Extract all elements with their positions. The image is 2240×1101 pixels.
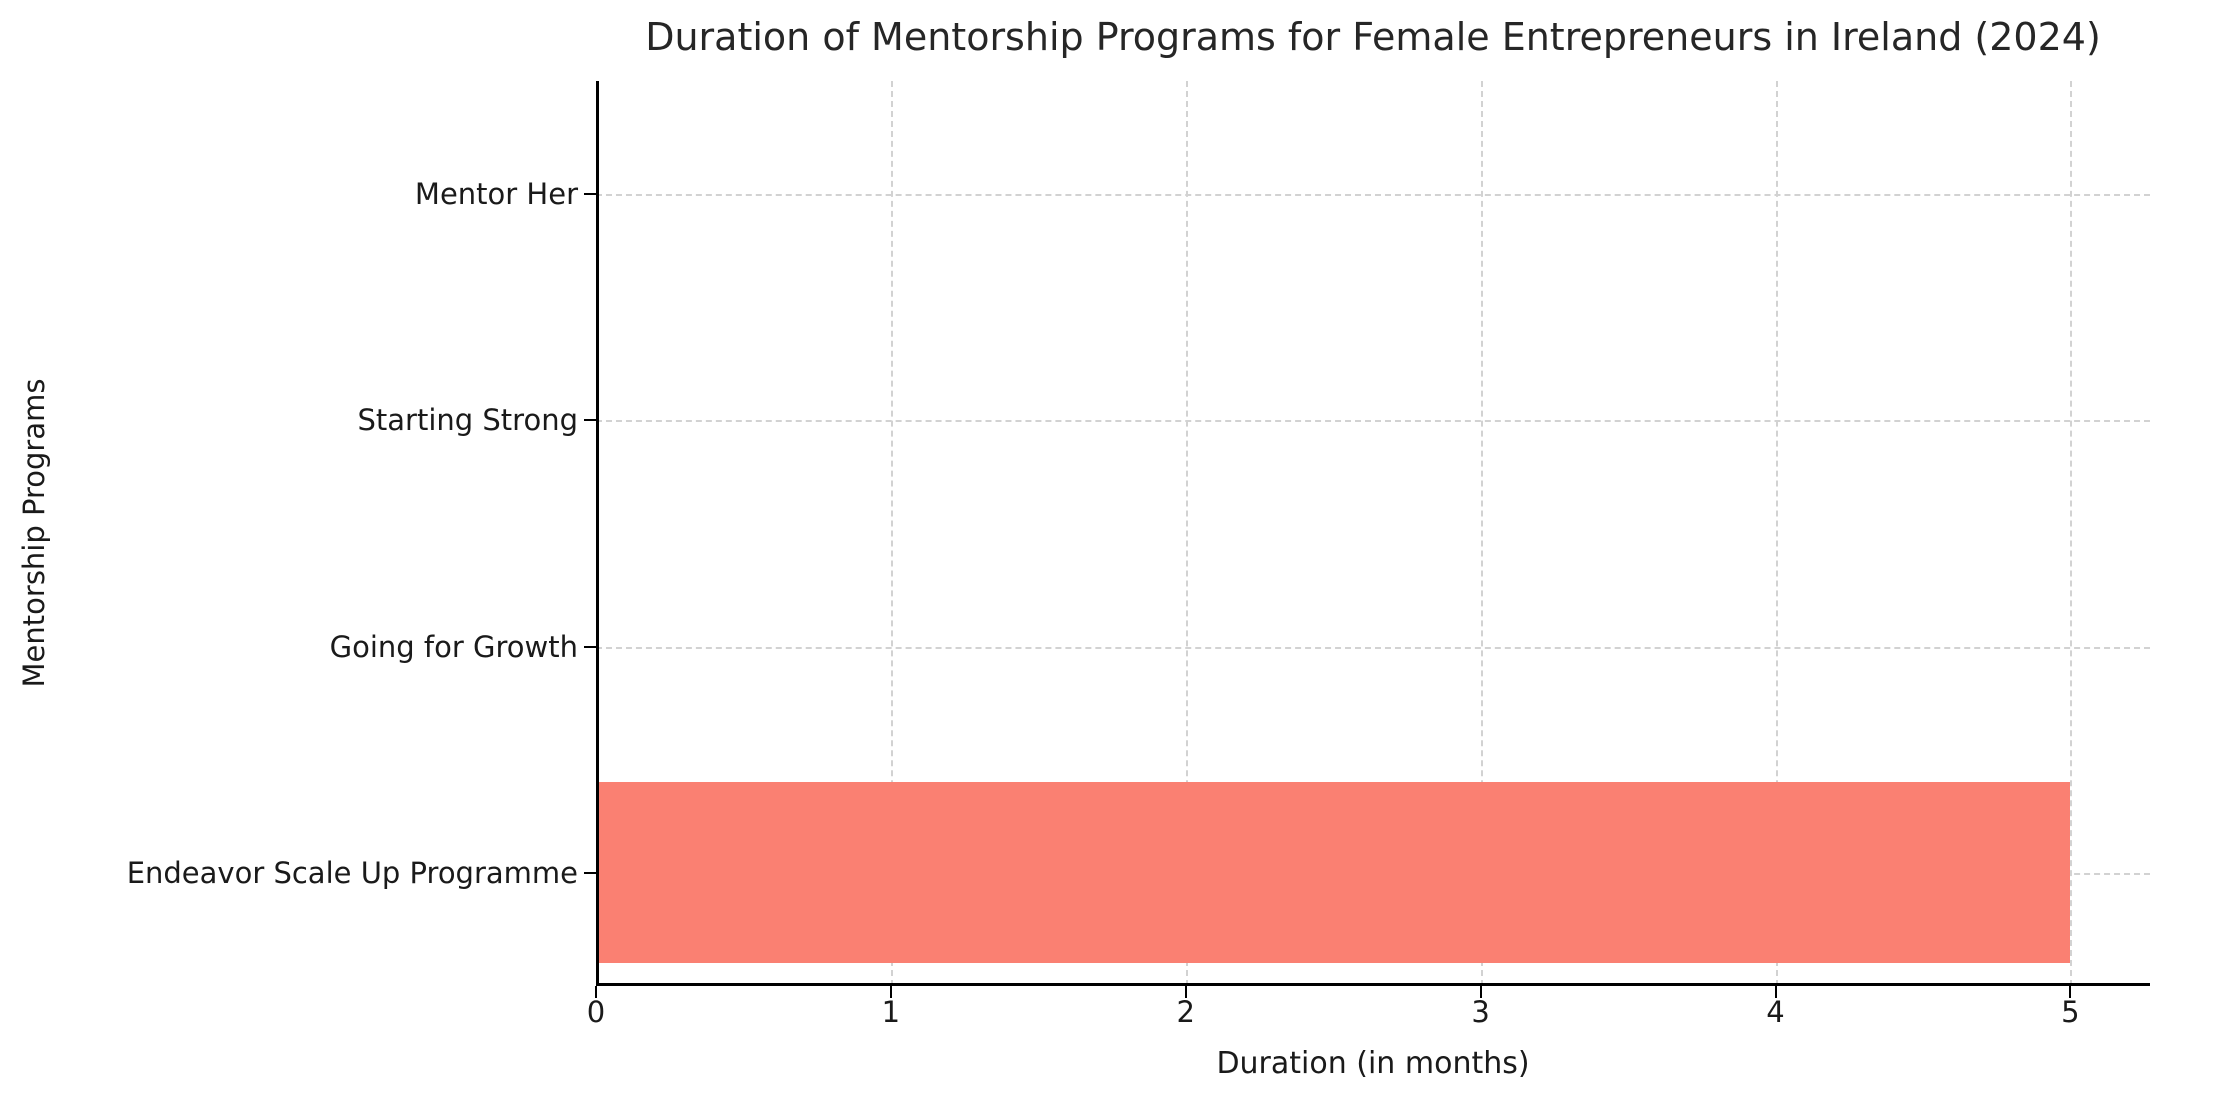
y-axis-label: Mentorship Programs <box>17 378 51 688</box>
y-tick-label: Starting Strong <box>357 403 578 438</box>
gridline-horizontal <box>596 646 2150 649</box>
gridline-horizontal <box>596 420 2150 423</box>
x-tick-label: 0 <box>586 995 606 1029</box>
y-tick-mark <box>584 419 596 422</box>
x-tick-label: 2 <box>1176 995 1195 1029</box>
y-tick-label: Going for Growth <box>329 629 578 664</box>
y-tick-mark <box>584 871 596 874</box>
y-tick-mark <box>584 193 596 196</box>
gridline-vertical <box>1775 81 1778 986</box>
y-axis-spine <box>596 81 599 986</box>
x-tick-mark <box>2069 986 2072 998</box>
y-tick-label: Endeavor Scale Up Programme <box>126 855 578 890</box>
y-tick-mark <box>584 645 596 648</box>
gridline-vertical <box>890 81 893 986</box>
gridline-vertical <box>2070 81 2073 986</box>
x-tick-label: 4 <box>1766 995 1785 1029</box>
x-tick-label: 3 <box>1471 995 1490 1029</box>
x-tick-mark <box>1479 986 1482 998</box>
x-tick-mark <box>595 986 597 998</box>
chart-title: Duration of Mentorship Programs for Fema… <box>645 15 2101 59</box>
x-tick-mark <box>1774 986 1777 998</box>
gridline-horizontal <box>596 194 2150 197</box>
plot-area: 0 1 2 3 4 5 Mentor Her Starting Strong Going for… <box>127 81 2150 1029</box>
x-axis-label: Duration (in months) <box>1216 1046 1530 1081</box>
y-tick-label: Mentor Her <box>414 177 578 212</box>
bar <box>596 782 2071 964</box>
x-tick-label: 5 <box>2061 995 2080 1029</box>
x-tick-mark <box>889 986 892 998</box>
gridline-vertical <box>1185 81 1188 986</box>
x-axis-spine <box>596 983 2150 986</box>
gridline-vertical <box>1480 81 1483 986</box>
x-tick-mark <box>1184 986 1187 998</box>
x-tick-label: 1 <box>881 995 901 1029</box>
